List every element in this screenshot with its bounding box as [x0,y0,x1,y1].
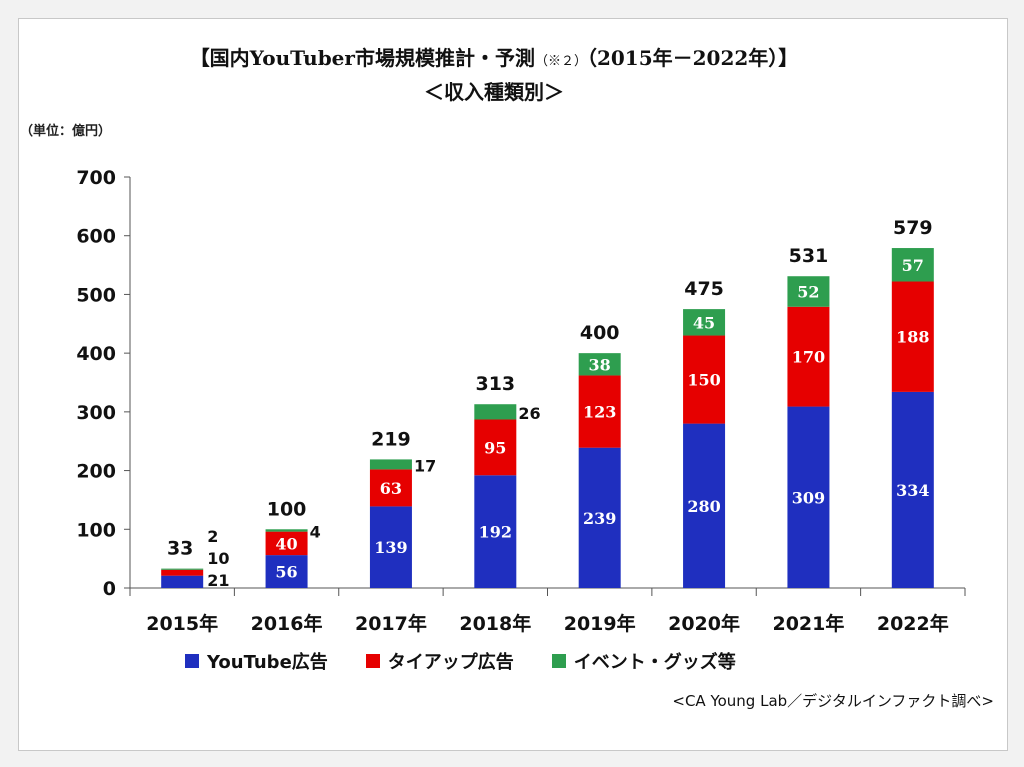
data-label-tieup: 150 [687,371,720,390]
data-label-event: 26 [518,404,540,423]
y-tick-label: 0 [103,578,116,600]
chart-title-line2: ＜収入種類別＞ [424,80,564,104]
bar-segment-event [369,459,412,470]
data-label-event: 2 [207,527,218,546]
bar-segment-tieup [474,419,517,476]
bar-segment-event [578,353,621,376]
data-label-tieup: 63 [380,479,402,498]
total-label: 33 [167,538,193,560]
total-label: 531 [789,245,829,267]
bar-segment-tieup [787,306,830,407]
data-label-event: 17 [414,456,436,475]
y-tick-label: 600 [76,226,116,248]
bar-segment-youtube [891,391,934,588]
x-tick-label: 2021年 [772,612,844,635]
x-tick-label: 2018年 [459,612,531,635]
total-label: 400 [580,322,620,344]
legend-swatch-tieup [365,654,380,668]
title-note: （※２） [534,54,587,69]
data-label-youtube: 192 [479,523,512,542]
data-label-tieup: 170 [792,348,825,367]
data-label-event: 38 [589,355,611,374]
y-tick-label: 500 [76,284,116,306]
bar-segment-event [787,276,830,307]
bar-segment-event [161,568,204,570]
legend-swatch-event [551,654,566,668]
y-tick-label: 400 [76,343,116,365]
data-label-event: 4 [310,522,321,541]
legend-item-tieup: タイアップ広告 [365,648,514,674]
bar-segment-event [891,248,934,282]
bar-segment-tieup [891,281,934,392]
bar-segment-tieup [265,531,308,556]
x-tick-label: 2017年 [355,612,427,635]
total-label: 475 [684,278,724,300]
data-label-event: 52 [797,282,819,301]
data-label-youtube: 21 [207,571,229,590]
data-label-youtube: 239 [583,509,616,528]
x-tick-label: 2015年 [146,612,218,635]
bar-segment-tieup [578,375,621,448]
title-years: （2015年－2022年）】 [586,46,799,70]
bar-segment-tieup [683,335,726,424]
y-tick-label: 700 [76,167,116,189]
data-label-event: 45 [693,313,715,332]
data-label-tieup: 10 [207,549,229,568]
bar-segment-youtube [265,555,308,588]
bar-segment-tieup [161,569,204,576]
data-label-youtube: 334 [896,481,929,500]
bar-segment-event [265,529,308,532]
data-label-tieup: 95 [484,438,506,457]
data-label-youtube: 139 [374,538,407,557]
chart-title-line1: 【国内YouTuber市場規模推計・予測（※２）（2015年－2022年）】 [0,42,988,71]
legend-swatch-youtube [185,654,199,668]
x-tick-label: 2020年 [668,612,740,635]
bar-segment-event [474,404,517,420]
data-label-event: 57 [902,256,924,275]
x-tick-label: 2022年 [877,612,949,635]
data-label-youtube: 280 [687,497,720,516]
legend-label-youtube: YouTube広告 [207,652,328,673]
x-tick-label: 2016年 [251,612,323,635]
bar-segment-tieup [369,469,412,507]
bar-segment-youtube [369,506,412,588]
total-label: 313 [475,373,515,395]
y-tick-label: 300 [76,402,116,424]
data-label-tieup: 40 [275,534,297,553]
total-label: 219 [371,428,411,450]
legend-item-youtube: YouTube広告 [185,648,328,674]
unit-label: （単位：億円） [20,124,112,139]
bar-segment-youtube [787,406,830,588]
x-tick-label: 2019年 [564,612,636,635]
bar-segment-youtube [578,447,621,588]
legend-item-event: イベント・グッズ等 [551,648,736,674]
legend-label-tieup: タイアップ広告 [387,652,514,673]
bar-segment-event [683,309,726,336]
chart-frame [18,18,1008,751]
data-label-youtube: 309 [792,488,825,507]
bar-segment-youtube [683,423,726,588]
bar-segment-youtube [474,475,517,588]
total-label: 579 [893,217,933,239]
source-note: <CA Young Lab／デジタルインファクト調べ> [672,692,994,710]
data-label-tieup: 123 [583,403,616,422]
total-label: 100 [267,498,307,520]
y-tick-label: 100 [76,519,116,541]
data-label-youtube: 56 [275,563,297,582]
bar-segment-youtube [161,575,204,588]
y-tick-label: 200 [76,461,116,483]
legend: YouTube広告 タイアップ広告 イベント・グッズ等 [185,648,736,674]
legend-label-event: イベント・グッズ等 [573,652,736,673]
data-label-tieup: 188 [896,328,929,347]
title-main: 【国内YouTuber市場規模推計・予測 [189,46,535,70]
